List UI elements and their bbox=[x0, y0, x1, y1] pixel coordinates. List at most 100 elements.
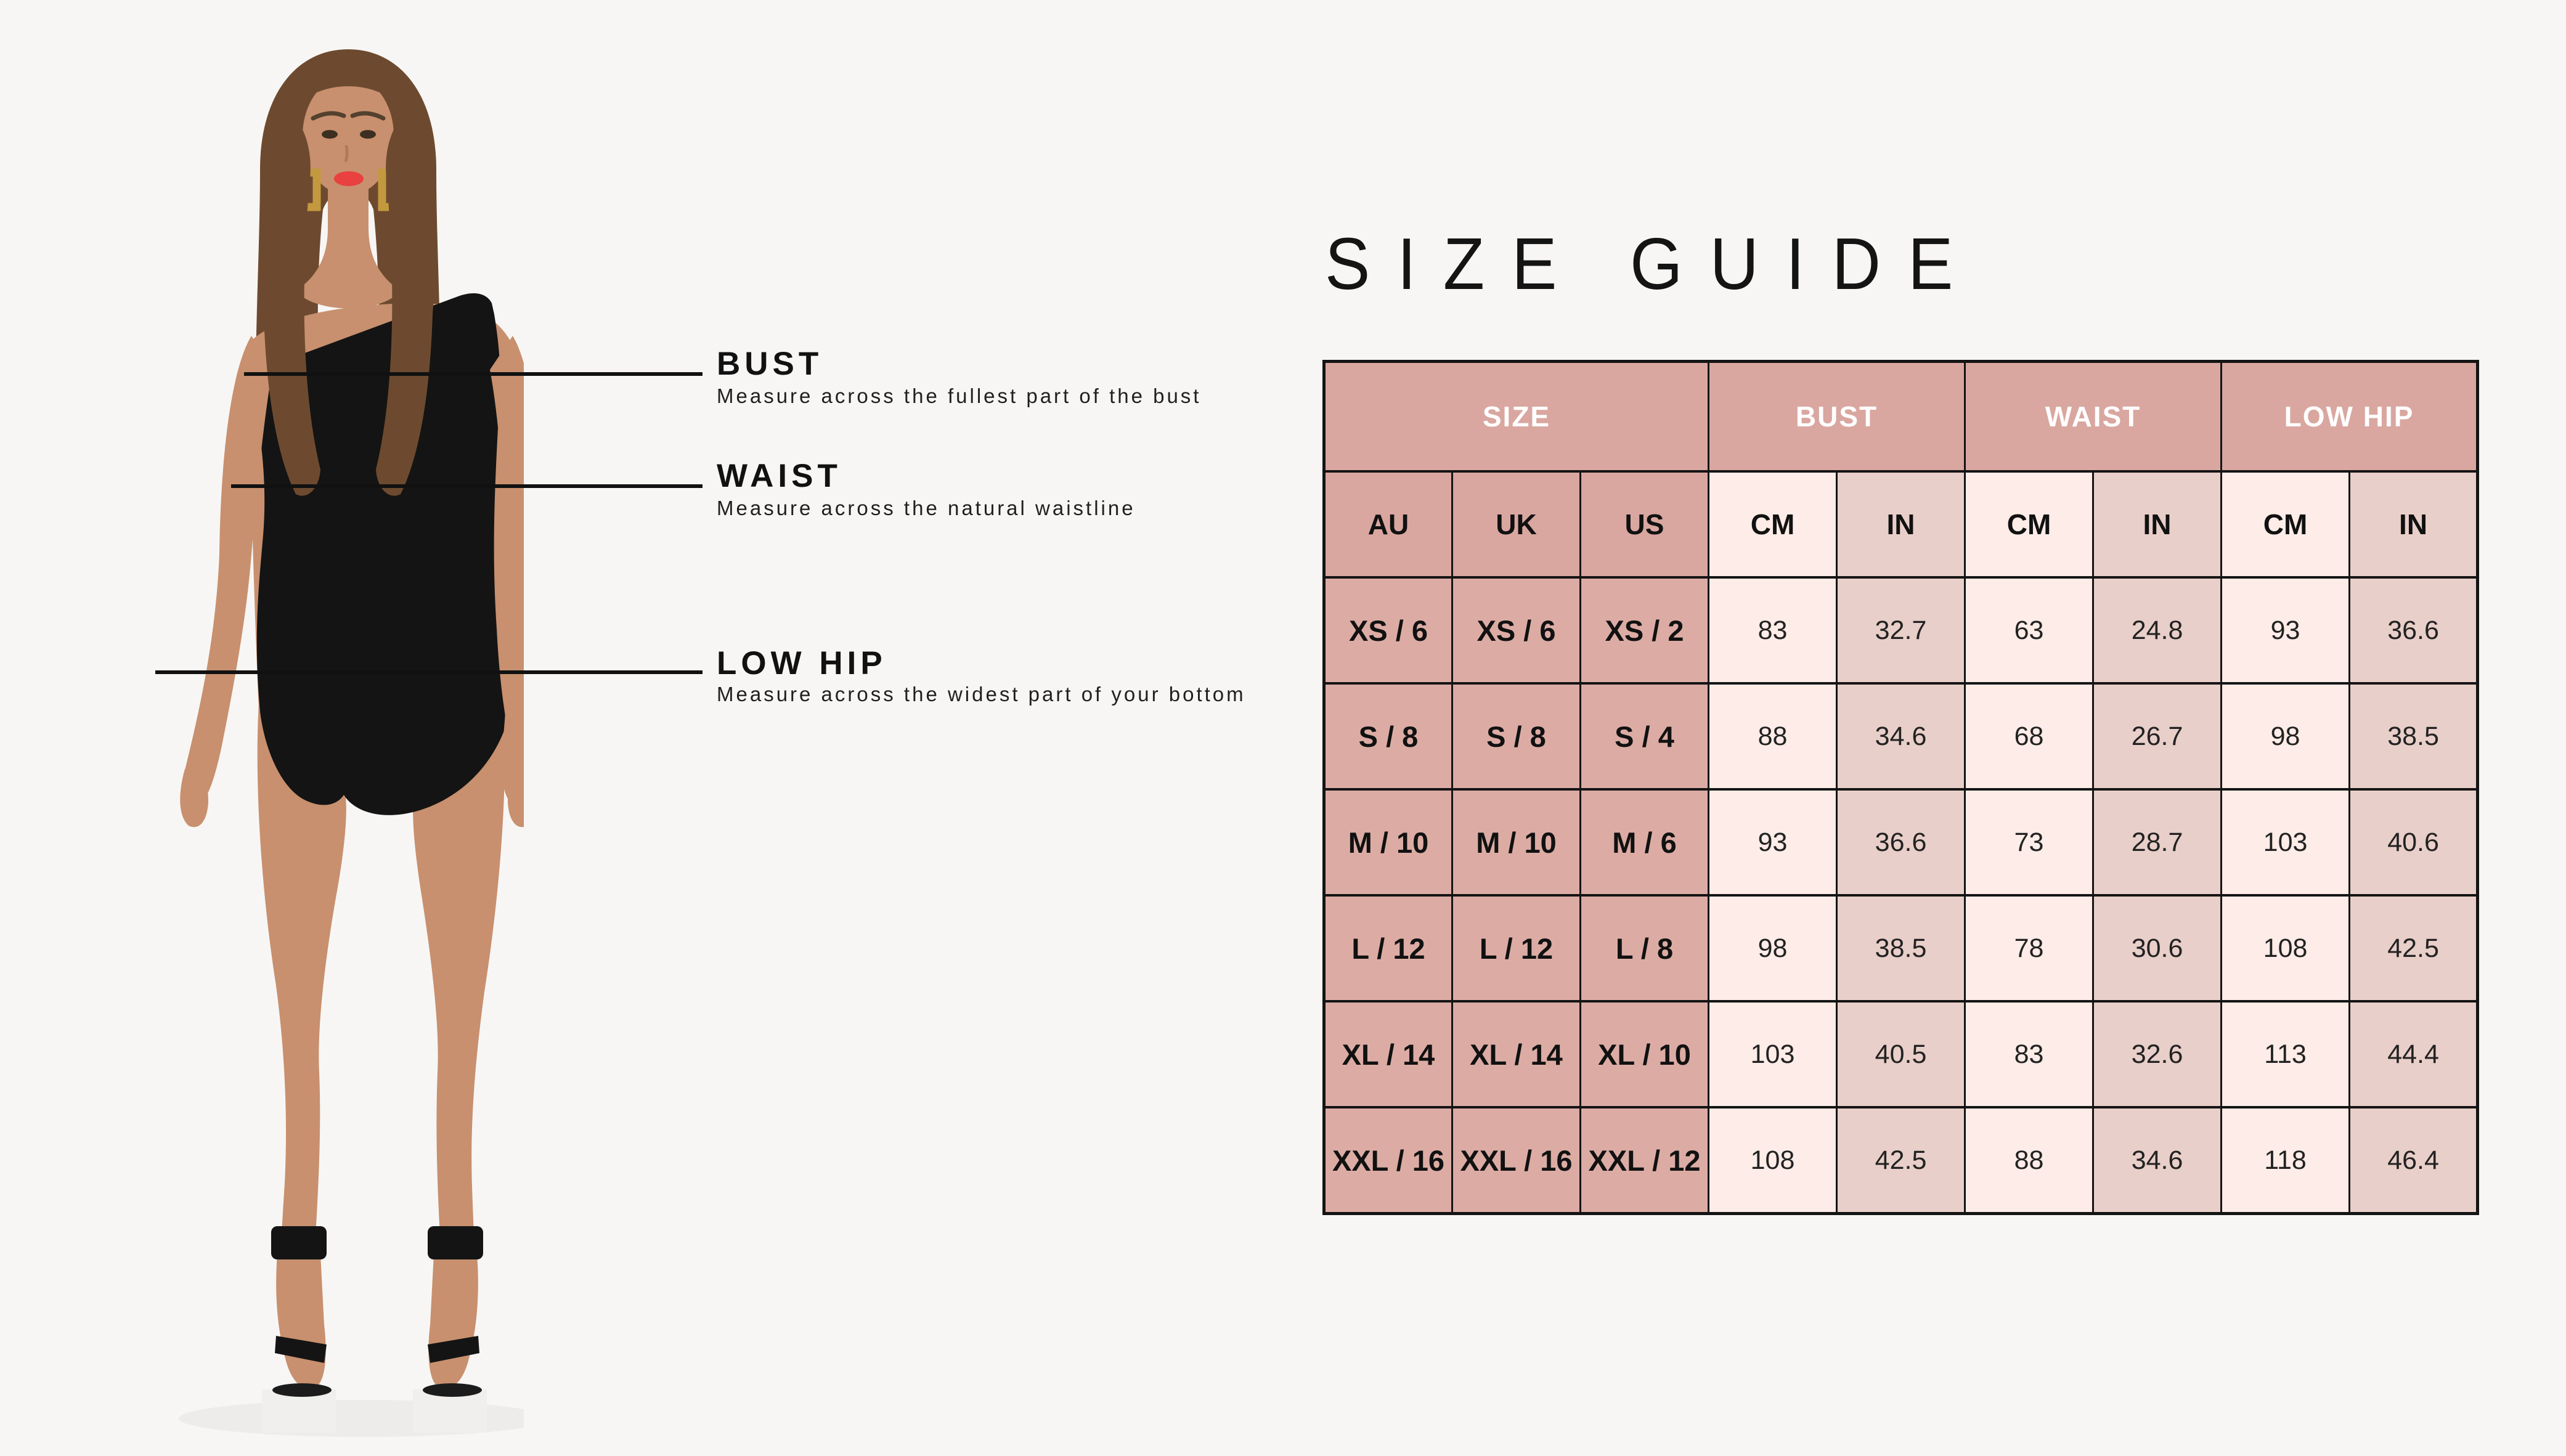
model-illustration bbox=[179, 49, 548, 1437]
lips bbox=[334, 171, 364, 186]
measurement-cell: 63 bbox=[1964, 576, 2095, 685]
size-cell: M / 10 bbox=[1451, 788, 1581, 897]
left-hand bbox=[180, 768, 208, 828]
table-row-xl: XL / 14 XL / 14 XL / 10 103 40.5 83 32.6… bbox=[1323, 1000, 2479, 1108]
measurement-cell: 38.5 bbox=[2348, 682, 2479, 791]
size-cell: XL / 14 bbox=[1323, 1000, 1453, 1108]
measurement-cell: 32.7 bbox=[1836, 576, 1966, 685]
subheader-in: IN bbox=[2348, 470, 2479, 579]
table-row-m: M / 10 M / 10 M / 6 93 36.6 73 28.7 103 … bbox=[1323, 788, 2479, 897]
size-cell: XS / 2 bbox=[1579, 576, 1710, 685]
hair-crown bbox=[267, 59, 429, 133]
measurement-cell: 44.4 bbox=[2348, 1000, 2479, 1108]
measurement-cell: 83 bbox=[1708, 576, 1838, 685]
toe-strap bbox=[428, 1336, 479, 1363]
ankle-strap bbox=[271, 1226, 327, 1259]
measurement-cell: 42.5 bbox=[2348, 894, 2479, 1003]
measurement-cell: 36.6 bbox=[2348, 576, 2479, 685]
model-photo bbox=[92, 25, 548, 1448]
measurement-cell: 78 bbox=[1964, 894, 2095, 1003]
measurement-cell: 93 bbox=[1708, 788, 1838, 897]
measurement-cell: 83 bbox=[1964, 1000, 2095, 1108]
column-group-size: SIZE bbox=[1322, 360, 1710, 473]
table-header-row: SIZE BUST WAIST LOW HIP bbox=[1322, 360, 2479, 473]
measurement-cell: 73 bbox=[1964, 788, 2095, 897]
table-row-l: L / 12 L / 12 L / 8 98 38.5 78 30.6 108 … bbox=[1323, 894, 2479, 1003]
column-group-low-hip: LOW HIP bbox=[2220, 360, 2479, 473]
size-cell: XS / 6 bbox=[1451, 576, 1581, 685]
bust-description: Measure across the fullest part of the b… bbox=[717, 384, 1202, 407]
subheader-us: US bbox=[1579, 470, 1710, 579]
subheader-cm: CM bbox=[1708, 470, 1838, 579]
table-row-xs: XS / 6 XS / 6 XS / 2 83 32.7 63 24.8 93 … bbox=[1323, 576, 2479, 685]
measurement-cell: 34.6 bbox=[1836, 682, 1966, 791]
measurement-cell: 93 bbox=[2220, 576, 2351, 685]
subheader-in: IN bbox=[2092, 470, 2223, 579]
size-cell: S / 8 bbox=[1323, 682, 1453, 791]
swimsuit bbox=[251, 293, 507, 815]
low-hip-label: LOW HIP bbox=[717, 645, 887, 681]
bust-measure-line bbox=[244, 372, 703, 376]
shoe-sole bbox=[423, 1383, 482, 1397]
measurement-cell: 108 bbox=[2220, 894, 2351, 1003]
measurement-cell: 24.8 bbox=[2092, 576, 2223, 685]
measurement-cell: 46.4 bbox=[2348, 1106, 2479, 1215]
measurement-cell: 38.5 bbox=[1836, 894, 1966, 1003]
toe-strap bbox=[275, 1336, 327, 1363]
eyebrow bbox=[350, 111, 386, 121]
measurement-cell: 28.7 bbox=[2092, 788, 2223, 897]
table-subheader-row: AU UK US CM IN CM IN CM IN bbox=[1323, 470, 2479, 579]
size-cell: L / 8 bbox=[1579, 894, 1710, 1003]
size-cell: XL / 10 bbox=[1579, 1000, 1710, 1108]
right-foot bbox=[428, 1254, 478, 1389]
subheader-uk: UK bbox=[1451, 470, 1581, 579]
measurement-cell: 32.6 bbox=[2092, 1000, 2223, 1108]
measurement-cell: 68 bbox=[1964, 682, 2095, 791]
measurement-cell: 40.6 bbox=[2348, 788, 2479, 897]
hair-strand-right bbox=[376, 104, 437, 496]
column-group-bust: BUST bbox=[1708, 360, 1966, 473]
bust-label: BUST bbox=[717, 346, 823, 382]
size-cell: L / 12 bbox=[1323, 894, 1453, 1003]
measurement-cell: 103 bbox=[1708, 1000, 1838, 1108]
measurement-cell: 88 bbox=[1964, 1106, 2095, 1215]
measurement-cell: 40.5 bbox=[1836, 1000, 1966, 1108]
table-row-s: S / 8 S / 8 S / 4 88 34.6 68 26.7 98 38.… bbox=[1323, 682, 2479, 791]
low-hip-measure-line bbox=[155, 670, 703, 674]
waist-measure-line bbox=[231, 484, 703, 488]
subheader-cm: CM bbox=[2220, 470, 2351, 579]
size-cell: M / 10 bbox=[1323, 788, 1453, 897]
size-cell: L / 12 bbox=[1451, 894, 1581, 1003]
eye bbox=[360, 130, 376, 139]
size-cell: XL / 14 bbox=[1451, 1000, 1581, 1108]
left-foot bbox=[276, 1254, 326, 1389]
right-leg bbox=[413, 715, 505, 1257]
size-cell: XXL / 16 bbox=[1451, 1106, 1581, 1215]
face bbox=[303, 76, 394, 195]
size-cell: S / 8 bbox=[1451, 682, 1581, 791]
page-title: SIZE GUIDE bbox=[1325, 223, 1981, 305]
measurement-cell: 98 bbox=[1708, 894, 1838, 1003]
waist-description: Measure across the natural waistline bbox=[717, 497, 1136, 519]
measurement-cell: 26.7 bbox=[2092, 682, 2223, 791]
size-cell: S / 4 bbox=[1579, 682, 1710, 791]
measurement-cell: 88 bbox=[1708, 682, 1838, 791]
left-leg bbox=[257, 702, 346, 1257]
measurement-cell: 30.6 bbox=[2092, 894, 2223, 1003]
neck bbox=[296, 179, 401, 309]
size-cell: M / 6 bbox=[1579, 788, 1710, 897]
left-arm bbox=[183, 336, 272, 809]
measurement-cell: 98 bbox=[2220, 682, 2351, 791]
subheader-in: IN bbox=[1836, 470, 1966, 579]
size-cell: XXL / 16 bbox=[1323, 1106, 1453, 1215]
size-cell: XS / 6 bbox=[1323, 576, 1453, 685]
measurement-cell: 42.5 bbox=[1836, 1106, 1966, 1215]
measurement-cell: 34.6 bbox=[2092, 1106, 2223, 1215]
measurement-cell: 36.6 bbox=[1836, 788, 1966, 897]
subheader-cm: CM bbox=[1964, 470, 2095, 579]
size-cell: XXL / 12 bbox=[1579, 1106, 1710, 1215]
waist-label: WAIST bbox=[717, 458, 842, 494]
eyebrow bbox=[311, 111, 346, 121]
nose bbox=[343, 145, 349, 163]
